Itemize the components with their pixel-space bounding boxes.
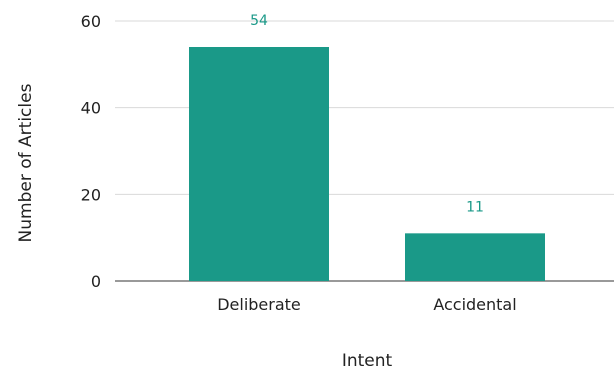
bars	[189, 47, 545, 281]
bar-deliberate	[189, 47, 329, 281]
x-tick-label-deliberate: Deliberate	[217, 295, 301, 314]
y-tick-label: 40	[81, 99, 101, 118]
data-label-deliberate: 54	[250, 13, 268, 29]
data-label-accidental: 11	[466, 199, 484, 215]
y-tick-label: 0	[91, 272, 101, 291]
x-axis-ticks: Deliberate Accidental	[217, 295, 516, 314]
y-tick-label: 60	[81, 12, 101, 31]
y-axis-title: Number of Articles	[16, 83, 36, 242]
y-tick-label: 20	[81, 185, 101, 204]
bar-accidental	[405, 233, 545, 281]
y-axis-ticks: 0 20 40 60	[81, 12, 101, 291]
x-axis-title: Intent	[342, 351, 393, 371]
x-tick-label-accidental: Accidental	[433, 295, 516, 314]
data-labels: 54 11	[250, 13, 484, 215]
